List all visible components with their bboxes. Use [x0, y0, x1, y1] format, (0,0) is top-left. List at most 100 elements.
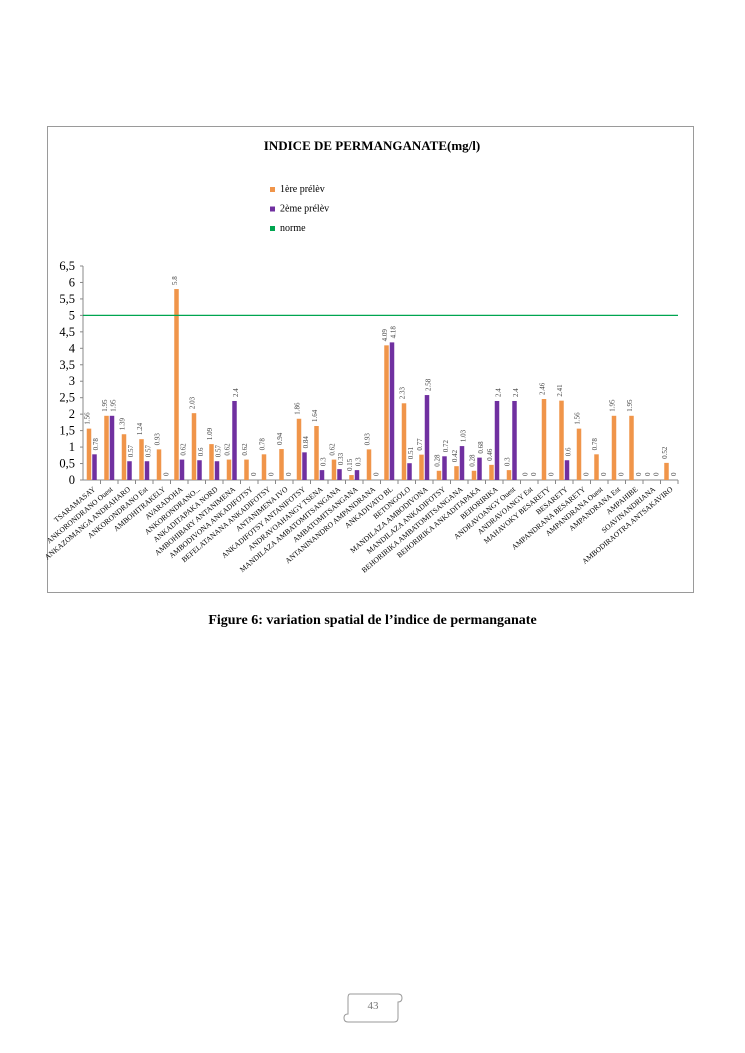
bar-2eme: [179, 459, 185, 480]
bar-1ere: [104, 415, 109, 480]
data-label: 0.28: [469, 454, 477, 467]
bar-1ere: [366, 449, 372, 480]
caption-text: : variation spatial de l’indice de perma…: [258, 613, 537, 628]
data-label: 0: [670, 472, 678, 476]
bar-2eme: [302, 452, 307, 480]
data-label: 4.18: [390, 326, 398, 339]
bar-1ere: [296, 418, 302, 480]
bar-2eme: [337, 469, 342, 480]
data-label: 0: [530, 472, 538, 476]
data-label: 1.24: [136, 422, 144, 435]
bar-1ere: [209, 444, 214, 480]
bar-1ere: [279, 449, 284, 480]
data-label: 0: [600, 472, 608, 476]
bar-1ere: [314, 426, 319, 480]
bar-1ere: [611, 415, 617, 480]
data-label: 2.4: [512, 388, 520, 397]
data-label: 1.03: [460, 429, 468, 442]
data-label: 0.62: [224, 443, 232, 456]
data-label: 0: [652, 472, 660, 476]
bar-1ere: [349, 475, 354, 480]
y-tick-label: 0: [69, 473, 75, 487]
y-tick-label: 5: [69, 308, 75, 322]
data-label: 0.62: [180, 443, 188, 456]
data-label: 0.57: [145, 444, 153, 457]
bar-2eme: [232, 400, 237, 480]
bar-1ere: [226, 459, 232, 480]
legend-swatch: [270, 226, 275, 231]
data-label: 0: [547, 472, 555, 476]
data-label: 2.41: [556, 384, 564, 397]
data-label: 0.15: [346, 458, 354, 471]
bar-1ere: [384, 345, 389, 480]
data-label: 0.78: [259, 438, 267, 451]
data-label: 0.3: [320, 457, 328, 466]
bar-1ere: [454, 466, 459, 480]
data-label: 1.95: [626, 399, 634, 412]
data-label: 2.03: [189, 396, 197, 409]
data-label: 1.95: [101, 399, 109, 412]
data-label: 0.94: [276, 432, 284, 445]
data-label: 0.46: [486, 448, 494, 461]
data-label: 1.95: [609, 399, 617, 412]
data-label: 2.4: [495, 388, 503, 397]
bar-1ere: [506, 470, 512, 480]
data-label: 2.4: [232, 388, 240, 397]
data-label: 0.84: [302, 436, 310, 449]
figure-caption: Figure 6: variation spatial de l’indice …: [0, 613, 745, 629]
bar-1ere: [156, 449, 162, 480]
data-label: 0: [285, 472, 293, 476]
y-tick-label: 4,5: [59, 325, 75, 339]
bar-1ere: [541, 399, 547, 480]
page-number-scroll: 43: [342, 990, 404, 1024]
data-label: 1.56: [84, 412, 92, 425]
data-label: 0.62: [329, 443, 337, 456]
legend-label: norme: [280, 223, 306, 234]
data-label: 0.72: [442, 440, 450, 453]
data-label: 1.86: [294, 402, 302, 415]
bar-1ere: [174, 289, 179, 480]
data-label: 0.51: [407, 446, 415, 459]
data-label: 0.3: [504, 457, 512, 466]
data-label: 0.93: [154, 433, 162, 446]
data-label: 0.33: [337, 452, 345, 465]
bar-2eme: [354, 470, 360, 480]
y-tick-label: 3,5: [59, 358, 75, 372]
data-label: 2.46: [539, 382, 547, 395]
bar-1ere: [191, 413, 197, 480]
bar-1ere: [559, 400, 564, 480]
data-label: 0.57: [127, 444, 135, 457]
permanganate-chart: INDICE DE PERMANGANATE(mg/l) 1ère prélèv 2…: [43, 138, 679, 575]
bar-1ere: [436, 470, 442, 480]
data-label: 0: [162, 472, 170, 476]
bar-2eme: [442, 456, 447, 480]
bar-2eme: [144, 461, 150, 480]
y-tick-label: 4: [69, 341, 76, 355]
data-label: 0.6: [565, 447, 573, 456]
bar-1ere: [244, 459, 249, 480]
bar-1ere: [489, 464, 494, 480]
y-tick-label: 5,5: [59, 292, 75, 306]
y-tick-label: 3: [69, 374, 75, 388]
bar-1ere: [139, 439, 144, 480]
bar-1ere: [629, 415, 634, 480]
bar-2eme: [407, 463, 412, 480]
bar-1ere: [261, 454, 267, 480]
data-label: 0: [267, 472, 275, 476]
bar-2eme: [494, 400, 500, 480]
scroll-icon: [343, 993, 403, 1023]
chart-frame: [47, 126, 694, 593]
data-label: 2.33: [399, 387, 407, 400]
data-label: 0: [582, 472, 590, 476]
bar-2eme: [92, 454, 97, 480]
data-label: 5.8: [171, 276, 179, 285]
data-label: 0.77: [416, 438, 424, 451]
bar-2eme: [477, 457, 482, 480]
y-tick-label: 6,5: [59, 259, 75, 273]
data-label: 0.52: [661, 446, 669, 459]
data-label: 0.78: [92, 438, 100, 451]
bar-1ere: [86, 428, 92, 480]
y-tick-label: 1,5: [59, 424, 75, 438]
data-label: 0.6: [197, 447, 205, 456]
data-label: 0.78: [591, 438, 599, 451]
